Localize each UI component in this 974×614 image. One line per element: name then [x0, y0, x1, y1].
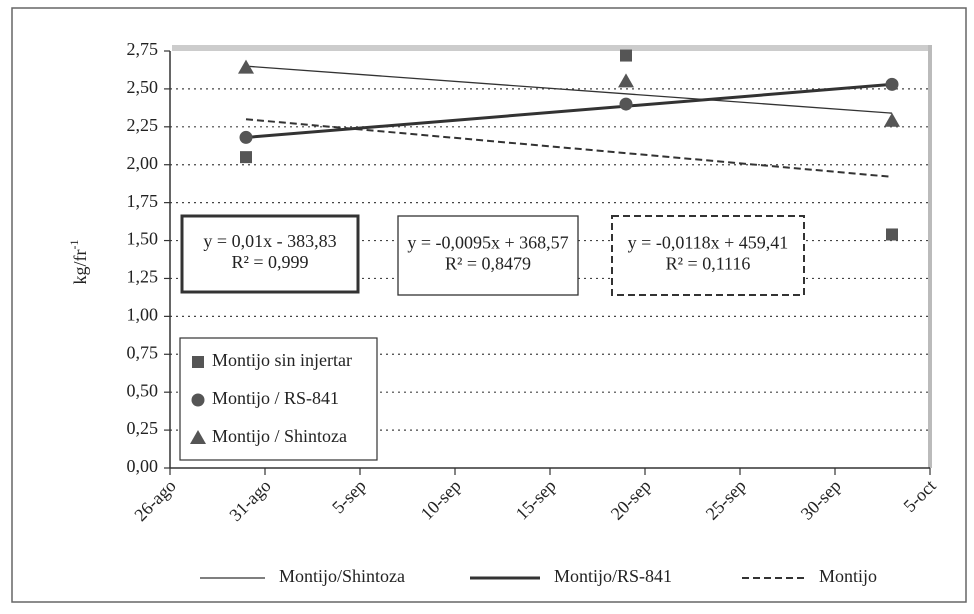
y-tick-label: 0,50 [127, 380, 159, 400]
equation: y = 0,01x - 383,83 [203, 231, 336, 251]
r-squared: R² = 0,999 [231, 252, 308, 272]
y-tick-label: 0,75 [127, 342, 159, 362]
plot-top-band [172, 45, 932, 51]
legend-label: Montijo sin injertar [212, 350, 352, 370]
y-tick-label: 2,00 [127, 153, 159, 173]
marker-square [240, 151, 252, 164]
y-axis-label: kg/fr-1 [67, 240, 90, 285]
legend-box [179, 337, 378, 461]
marker-triangle [618, 73, 634, 88]
marker-square [886, 228, 898, 241]
equation-box [180, 214, 360, 294]
y-tick-label: 1,75 [127, 191, 159, 211]
trend-line [245, 118, 893, 178]
y-tick-label: 1,50 [127, 229, 159, 249]
y-tick-label: 2,50 [127, 77, 159, 97]
r-squared: R² = 0,8479 [445, 254, 531, 274]
y-axis-label-exponent: -1 [67, 240, 81, 250]
y-tick-label: 0,00 [127, 456, 159, 476]
marker-square [620, 49, 632, 62]
marker-triangle [238, 59, 254, 74]
y-tick-label: 0,25 [127, 418, 159, 438]
equation: y = -0,0118x + 459,41 [628, 233, 789, 253]
marker-circle [191, 393, 205, 407]
marker-circle [885, 77, 899, 91]
y-tick-label: 2,75 [127, 39, 159, 59]
marker-triangle [190, 430, 206, 444]
equation-box [397, 215, 579, 296]
legend-label: Montijo/Shintoza [279, 566, 405, 586]
r-squared: R² = 0,1116 [666, 254, 751, 274]
legend-label: Montijo [819, 566, 877, 586]
equation-box [611, 215, 805, 296]
legend-label: Montijo/RS-841 [554, 566, 672, 586]
marker-circle [619, 97, 633, 111]
marker-triangle [884, 112, 900, 127]
trend-line [245, 82, 893, 139]
equation: y = -0,0095x + 368,57 [407, 233, 568, 253]
legend-label: Montijo / RS-841 [212, 388, 339, 408]
trend-line [245, 65, 893, 114]
legend-label: Montijo / Shintoza [212, 426, 347, 446]
y-tick-label: 1,25 [127, 267, 159, 287]
y-tick-label: 2,25 [127, 115, 159, 135]
y-axis-label-base: kg/fr [70, 250, 90, 285]
marker-square [192, 356, 204, 368]
y-tick-label: 1,00 [127, 304, 159, 324]
marker-circle [239, 130, 253, 144]
